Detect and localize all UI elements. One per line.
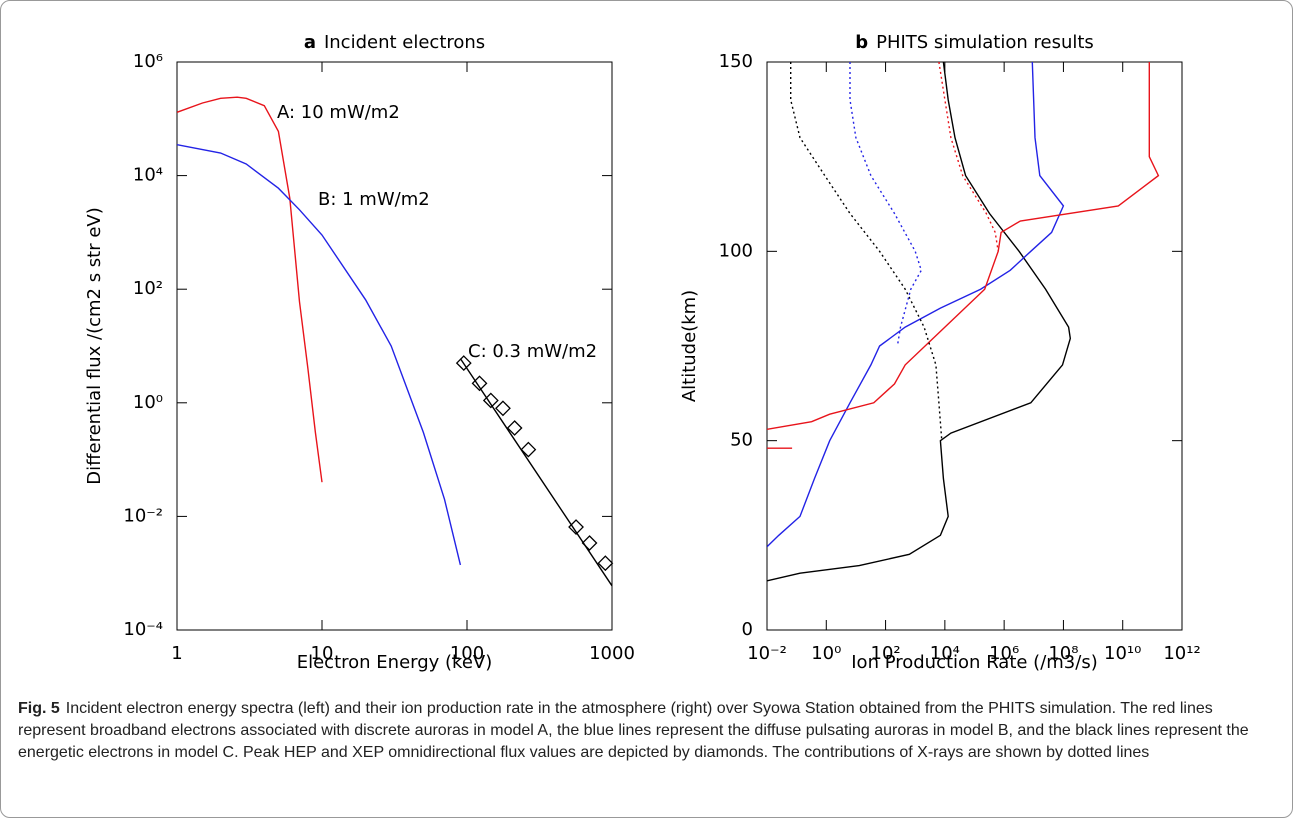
chart-title: b PHITS simulation results bbox=[855, 32, 1094, 53]
data-marker bbox=[455, 355, 472, 372]
y-tick-label: 10⁰ bbox=[133, 392, 163, 413]
series-label: A: 10 mW/m2 bbox=[277, 102, 400, 123]
x-axis-label: Ion Production Rate (/m3/s) bbox=[851, 652, 1097, 673]
panel-letter: b bbox=[855, 32, 868, 53]
data-line bbox=[459, 358, 612, 587]
x-tick-label: 10² bbox=[871, 643, 901, 664]
data-line bbox=[767, 62, 1065, 548]
data-line bbox=[177, 144, 462, 566]
y-tick-label: 10² bbox=[133, 278, 163, 299]
caption-text: Incident electron energy spectra (left) … bbox=[18, 700, 1249, 761]
y-tick-label: 10⁻² bbox=[123, 505, 163, 526]
x-tick-label: 10⁶ bbox=[989, 643, 1019, 664]
data-marker bbox=[471, 375, 488, 392]
x-axis-label: Electron Energy (keV) bbox=[297, 652, 493, 673]
x-tick-label: 10¹⁰ bbox=[1104, 643, 1141, 664]
plot-frame bbox=[766, 61, 1183, 631]
title-text: Incident electrons bbox=[324, 32, 485, 53]
x-tick-label: 10⁴ bbox=[930, 643, 960, 664]
title-text: PHITS simulation results bbox=[876, 32, 1094, 53]
x-tick-label: 10 bbox=[311, 643, 334, 664]
y-tick-label: 10⁶ bbox=[133, 51, 163, 72]
data-marker bbox=[520, 441, 537, 458]
y-tick-label: 150 bbox=[719, 51, 753, 72]
figure: a Incident electrons Electron Energy (keV)… bbox=[84, 32, 1201, 673]
caption-label: Fig. 5 bbox=[18, 700, 60, 717]
plot-frame bbox=[176, 61, 613, 631]
data-marker bbox=[581, 535, 598, 551]
x-tick-label: 10⁰ bbox=[811, 643, 841, 664]
x-tick-label: 100 bbox=[450, 643, 484, 664]
series-label: C: 0.3 mW/m2 bbox=[468, 341, 597, 362]
panel-letter: a bbox=[304, 32, 316, 53]
data-marker bbox=[506, 420, 523, 436]
data-line bbox=[767, 62, 1160, 449]
series-label: B: 1 mW/m2 bbox=[318, 189, 430, 210]
y-tick-label: 100 bbox=[719, 240, 753, 261]
data-marker bbox=[597, 555, 614, 572]
data-line bbox=[177, 96, 323, 483]
y-tick-label: 50 bbox=[730, 430, 753, 451]
y-tick-label: 0 bbox=[742, 619, 753, 640]
x-tick-label: 1 bbox=[171, 643, 182, 664]
y-tick-label: 10⁴ bbox=[133, 165, 163, 186]
x-tick-label: 10¹² bbox=[1163, 643, 1200, 664]
data-marker bbox=[568, 519, 584, 535]
data-line bbox=[849, 62, 923, 347]
caption: Fig. 5 Incident electron energy spectra (… bbox=[18, 698, 1273, 764]
data-line bbox=[790, 62, 943, 441]
x-tick-label: 1000 bbox=[589, 643, 635, 664]
data-line bbox=[767, 62, 1072, 582]
x-tick-label: 10⁸ bbox=[1048, 643, 1078, 664]
y-axis-label: Differential flux /(cm2 s str eV) bbox=[84, 207, 105, 485]
chart-title: a Incident electrons bbox=[304, 32, 485, 53]
data-line bbox=[938, 62, 999, 252]
x-tick-label: 10⁻² bbox=[747, 643, 787, 664]
y-tick-label: 10⁻⁴ bbox=[123, 619, 163, 640]
y-axis-label: Altitude(km) bbox=[679, 290, 700, 402]
data-marker bbox=[495, 400, 511, 417]
data-marker bbox=[482, 392, 499, 409]
